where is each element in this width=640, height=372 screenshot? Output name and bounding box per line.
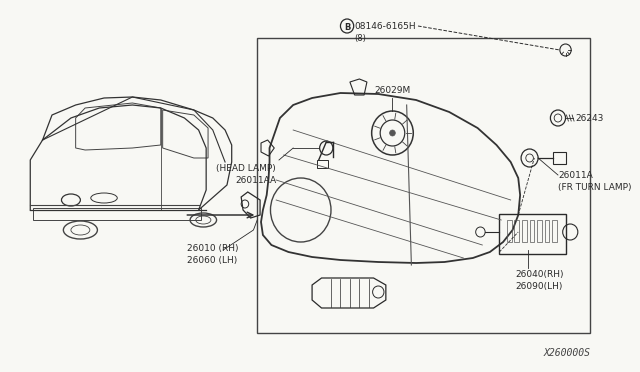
Text: (FR TURN LAMP): (FR TURN LAMP) [558,183,632,192]
Bar [507,220,511,242]
Text: 26040(RH): 26040(RH) [515,270,564,279]
Bar [552,220,557,242]
Bar [499,214,566,254]
Text: 26011AA: 26011AA [235,176,276,185]
Text: 26243: 26243 [575,113,604,122]
Bar [257,38,590,333]
Circle shape [390,130,396,136]
Bar [33,208,202,220]
Bar [529,220,534,242]
Text: 26060 (LH): 26060 (LH) [188,256,237,264]
Text: 26029M: 26029M [374,86,411,95]
Text: 26011A: 26011A [558,170,593,180]
Text: (HEAD LAMP): (HEAD LAMP) [216,164,276,173]
Text: B: B [344,22,350,32]
Text: 26090(LH): 26090(LH) [515,282,563,291]
Text: 26010 (RH): 26010 (RH) [188,244,239,253]
Text: (8): (8) [355,33,367,42]
Text: 08146-6165H: 08146-6165H [355,22,416,31]
Bar [522,220,527,242]
Bar [317,160,328,168]
Bar [537,220,542,242]
Text: X260000S: X260000S [543,348,590,358]
Bar [515,220,519,242]
Bar [545,220,550,242]
Bar [553,152,566,164]
